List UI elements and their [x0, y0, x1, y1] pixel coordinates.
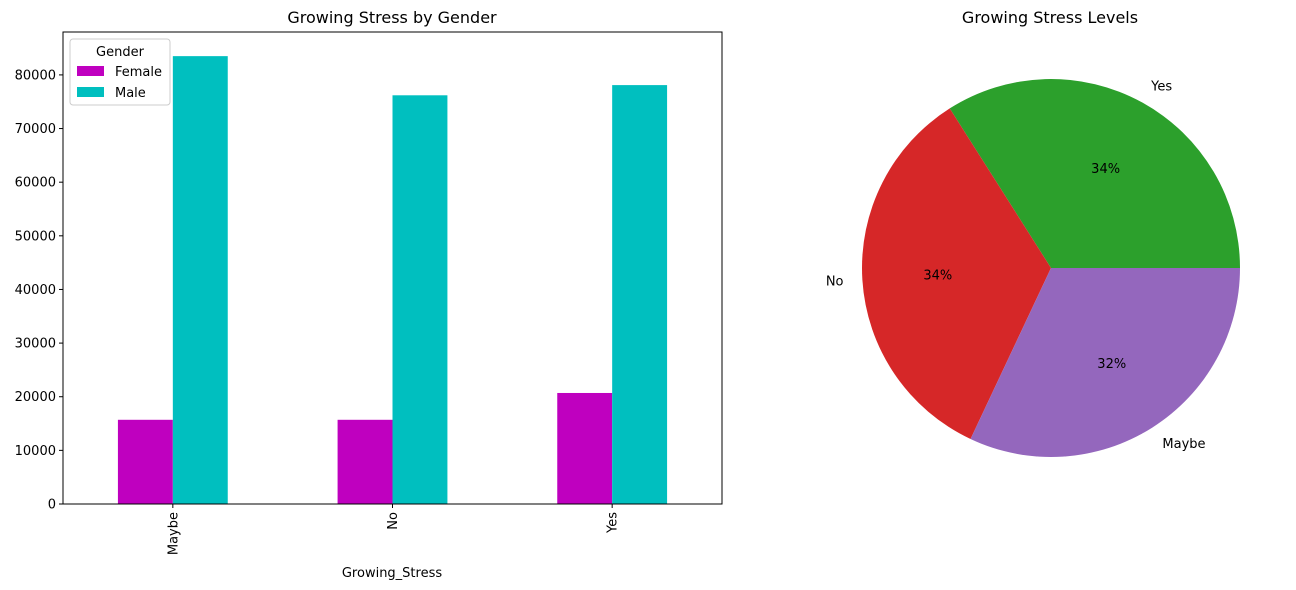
pie-chart: Growing Stress Levels Yes 34% No 34% Maybe 32… [826, 8, 1240, 457]
legend-entries: Female Male [77, 65, 162, 101]
legend: Gender Female Male [69, 38, 171, 106]
x-tick-label: Maybe [166, 512, 181, 555]
legend-swatch [77, 66, 104, 76]
y-tick-label: 60000 [15, 176, 56, 191]
pie-percent-label: 32% [1097, 357, 1126, 372]
pie-labels: Yes 34% No 34% Maybe 32% [826, 79, 1206, 452]
y-tick-label: 20000 [15, 390, 56, 405]
y-tick-label: 30000 [15, 337, 56, 352]
y-tick-label: 70000 [15, 122, 56, 137]
x-tick-label: No [386, 512, 401, 530]
bar-female-yes [557, 392, 613, 504]
pie-slice-yes [949, 78, 1240, 268]
pie-label: No [826, 275, 844, 290]
legend-title: Gender [96, 45, 145, 60]
bar-chart-title: Growing Stress by Gender [287, 8, 497, 27]
y-tick-label: 10000 [15, 444, 56, 459]
y-tick-label: 80000 [15, 68, 56, 83]
bar-female-no [337, 419, 393, 504]
pie-slices [861, 78, 1240, 457]
y-tick-label: 40000 [15, 283, 56, 298]
plot-frame [62, 31, 723, 505]
pie-label: Maybe [1162, 437, 1205, 452]
y-tick-label: 0 [48, 498, 56, 513]
pie-chart-title: Growing Stress Levels [962, 8, 1138, 27]
pie-percent-label: 34% [923, 269, 952, 284]
legend-label: Female [115, 65, 162, 80]
pie-slice-maybe [970, 268, 1240, 457]
bar-male-no [392, 95, 448, 505]
legend-swatch [77, 87, 104, 97]
bar-male-maybe [172, 56, 228, 505]
x-axis-label: Growing_Stress [342, 566, 443, 581]
bar-male-yes [612, 85, 668, 504]
pie-label: Yes [1150, 79, 1172, 94]
legend-label: Male [115, 86, 146, 101]
pie-slice-no [861, 108, 1051, 440]
pie-percent-label: 34% [1091, 162, 1120, 177]
bar-female-maybe [117, 419, 173, 504]
x-axis-ticks: Maybe No Yes [166, 504, 621, 555]
y-axis-ticks: 0 10000 20000 30000 40000 50000 60000 70000 8000… [15, 68, 63, 513]
y-tick-label: 50000 [15, 229, 56, 244]
bar-chart: Growing Stress by Gender 0 10000 20000 3000… [15, 8, 723, 581]
x-tick-label: Yes [606, 512, 621, 534]
bar-marks [117, 56, 668, 505]
